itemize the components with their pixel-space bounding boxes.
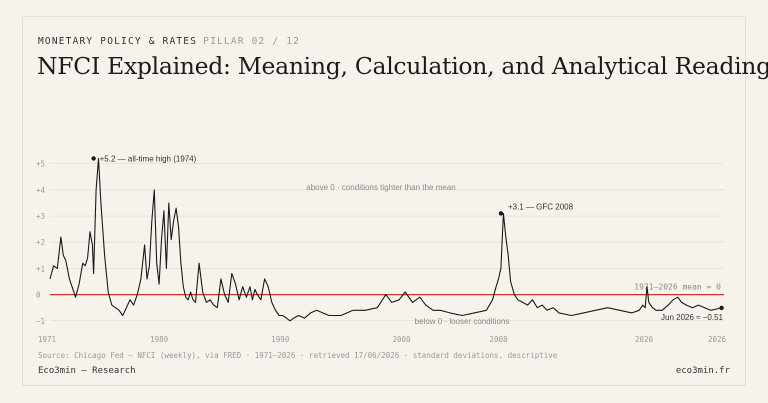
mean-label: 1971–2026 mean = 0 (634, 283, 721, 292)
y-tick-label: −1 (36, 317, 45, 326)
x-axis-ticks: 1971 1980 1990 2000 2008 2020 2026 (38, 335, 726, 344)
gfc-2008-marker (498, 211, 504, 216)
brand-name: Eco3min — Research (38, 366, 136, 376)
x-tick-label: 2026 (708, 335, 727, 344)
y-tick-label: +2 (36, 238, 45, 247)
kicker-pillar: PILLAR 02 / 12 (203, 36, 301, 47)
x-tick-label: 1980 (150, 335, 169, 344)
y-tick-label: +5 (36, 160, 45, 169)
latest-label: Jun 2026 ≈ −0.51 (661, 313, 724, 322)
y-tick-label: 0 (36, 291, 41, 300)
peak-1974-marker (91, 156, 96, 161)
grid-lines (50, 163, 724, 322)
card-frame (22, 16, 746, 386)
kicker-category: MONETARY POLICY & RATES (38, 36, 198, 47)
x-tick-label: 1971 (38, 335, 56, 344)
gfc-2008-label: +3.1 — GFC 2008 (508, 202, 574, 211)
above-region-label: above 0 · conditions tighter than the me… (306, 183, 455, 192)
latest-marker (719, 305, 724, 311)
site-link[interactable]: eco3min.fr (675, 366, 730, 376)
y-tick-label: +4 (36, 186, 46, 195)
source-note: Source: Chicago Fed — NFCI (weekly), via… (38, 351, 558, 360)
page-title: NFCI Explained: Meaning, Calculation, an… (37, 52, 768, 80)
nfci-series-line (49, 157, 722, 322)
y-tick-label: +3 (36, 212, 45, 221)
section-kicker: MONETARY POLICY & RATES PILLAR 02 / 12 (38, 36, 300, 47)
annotations: +5.2 — all-time high (1974) +3.1 — GFC 20… (91, 154, 724, 322)
y-axis-ticks: +5 +4 +3 +2 +1 0 −1 (36, 160, 46, 326)
peak-1974-label: +5.2 — all-time high (1974) (100, 154, 197, 163)
x-tick-label: 1990 (271, 335, 290, 344)
y-tick-label: +1 (36, 264, 45, 273)
x-tick-label: 2000 (393, 335, 412, 344)
x-tick-label: 2008 (489, 335, 508, 344)
below-region-label: below 0 · looser conditions (415, 317, 510, 326)
x-tick-label: 2020 (635, 335, 654, 344)
